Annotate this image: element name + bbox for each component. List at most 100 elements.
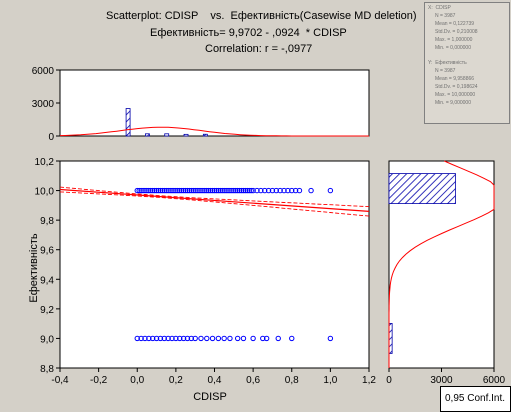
stats-x-max: Max. = 1,000000	[435, 37, 473, 43]
hist-x-tick-label: 0	[386, 375, 392, 386]
data-point	[215, 187, 222, 194]
data-point	[169, 335, 175, 342]
y-tick-label: 10,2	[35, 157, 55, 168]
data-point	[308, 187, 314, 194]
data-point	[177, 187, 183, 194]
stats-y-max: Max. = 10,000000	[435, 92, 476, 98]
hist-y-tick-label: 6000	[32, 66, 55, 77]
x-tick-label: -0,4	[51, 375, 69, 386]
x-tick-label: 0,6	[246, 375, 260, 386]
data-point	[173, 187, 179, 194]
data-point	[142, 187, 148, 194]
stats-y-sd: Std.Dv. = 0,198624	[435, 84, 478, 90]
x-tick-label: 0,0	[130, 375, 144, 386]
data-point	[234, 335, 241, 342]
data-point	[151, 187, 158, 194]
hist-y-tick-label: 3000	[32, 99, 55, 110]
data-point	[206, 187, 212, 194]
chart-title: Scatterplot: CDISP vs. Ефективність(Case…	[106, 10, 417, 22]
data-point	[182, 187, 189, 194]
data-point	[327, 335, 334, 342]
data-point	[289, 187, 295, 194]
data-point	[188, 335, 195, 342]
y-histogram: 0 3000 6000	[386, 160, 506, 386]
stats-x-title: X: CDISP	[428, 5, 451, 11]
data-point	[198, 335, 204, 342]
data-point	[223, 187, 229, 194]
y-axis-label: Ефективність	[28, 233, 40, 303]
data-point	[202, 187, 208, 194]
data-point	[136, 187, 142, 194]
hist-y-tick-label: 0	[48, 132, 54, 143]
data-point	[159, 187, 166, 194]
data-point	[221, 187, 227, 194]
data-point	[211, 187, 218, 194]
data-point	[273, 187, 279, 194]
data-point	[250, 187, 256, 194]
data-point	[242, 187, 249, 194]
data-point	[138, 187, 144, 194]
data-point	[144, 187, 150, 194]
data-point	[277, 187, 283, 194]
conf-interval-label: 0,95 Conf.Int.	[445, 393, 506, 404]
x-tick-label: 0,2	[169, 375, 183, 386]
descriptive-stats-box: X: CDISP N = 3987 Mean = 0,122739 Std.Dv…	[424, 2, 510, 124]
data-point	[167, 187, 173, 194]
stats-y-min: Min. = 9,000000	[435, 100, 471, 106]
data-point	[140, 187, 146, 194]
data-point	[296, 187, 303, 194]
confidence-band-upper	[59, 186, 370, 208]
data-point	[153, 187, 160, 194]
data-point	[150, 187, 156, 194]
data-point	[254, 187, 260, 194]
data-point	[233, 187, 239, 194]
normal-fit-curve-vertical	[388, 160, 495, 368]
data-point	[213, 187, 220, 194]
data-point	[165, 187, 171, 194]
stats-y-title: Y: Ефективність	[428, 60, 467, 66]
x-tick-label: 0,4	[208, 375, 222, 386]
data-point	[240, 335, 247, 342]
data-point	[248, 187, 254, 194]
data-point	[177, 335, 183, 342]
data-point	[146, 335, 152, 342]
data-point	[178, 187, 185, 194]
data-point	[163, 187, 169, 194]
x-tick-label: 0,8	[285, 375, 299, 386]
data-point	[236, 187, 243, 194]
y-tick-label: 10,0	[35, 187, 55, 198]
x-axis-label: CDISP	[193, 391, 227, 403]
stats-y-n: N = 3987	[435, 68, 456, 74]
data-point	[192, 335, 198, 342]
data-point	[263, 335, 270, 342]
data-point	[175, 187, 181, 194]
data-point	[165, 335, 171, 342]
y-tick-label: 9,0	[40, 334, 54, 345]
data-point	[200, 187, 206, 194]
data-point	[134, 335, 140, 342]
data-point	[234, 187, 241, 194]
x-tick-label: -0,2	[90, 375, 108, 386]
data-point	[258, 187, 264, 194]
y-tick-label: 9,8	[40, 216, 54, 227]
data-point	[209, 335, 216, 342]
data-point	[157, 187, 164, 194]
x-histogram-frame	[59, 69, 370, 137]
y-tick-label: 9,6	[40, 246, 54, 257]
hist-x-tick-label: 3000	[430, 375, 453, 386]
data-point	[262, 187, 268, 194]
stats-x-n: N = 3987	[435, 13, 456, 19]
data-point	[275, 335, 281, 342]
data-point	[180, 187, 187, 194]
confidence-band-lower	[59, 191, 370, 217]
data-point	[180, 335, 187, 342]
y-tick-label: 9,4	[40, 275, 54, 286]
data-point	[204, 335, 210, 342]
data-point	[148, 187, 154, 194]
data-point	[150, 335, 156, 342]
data-point	[146, 187, 152, 194]
data-point	[204, 187, 210, 194]
data-point	[190, 187, 196, 194]
data-point	[188, 187, 195, 194]
